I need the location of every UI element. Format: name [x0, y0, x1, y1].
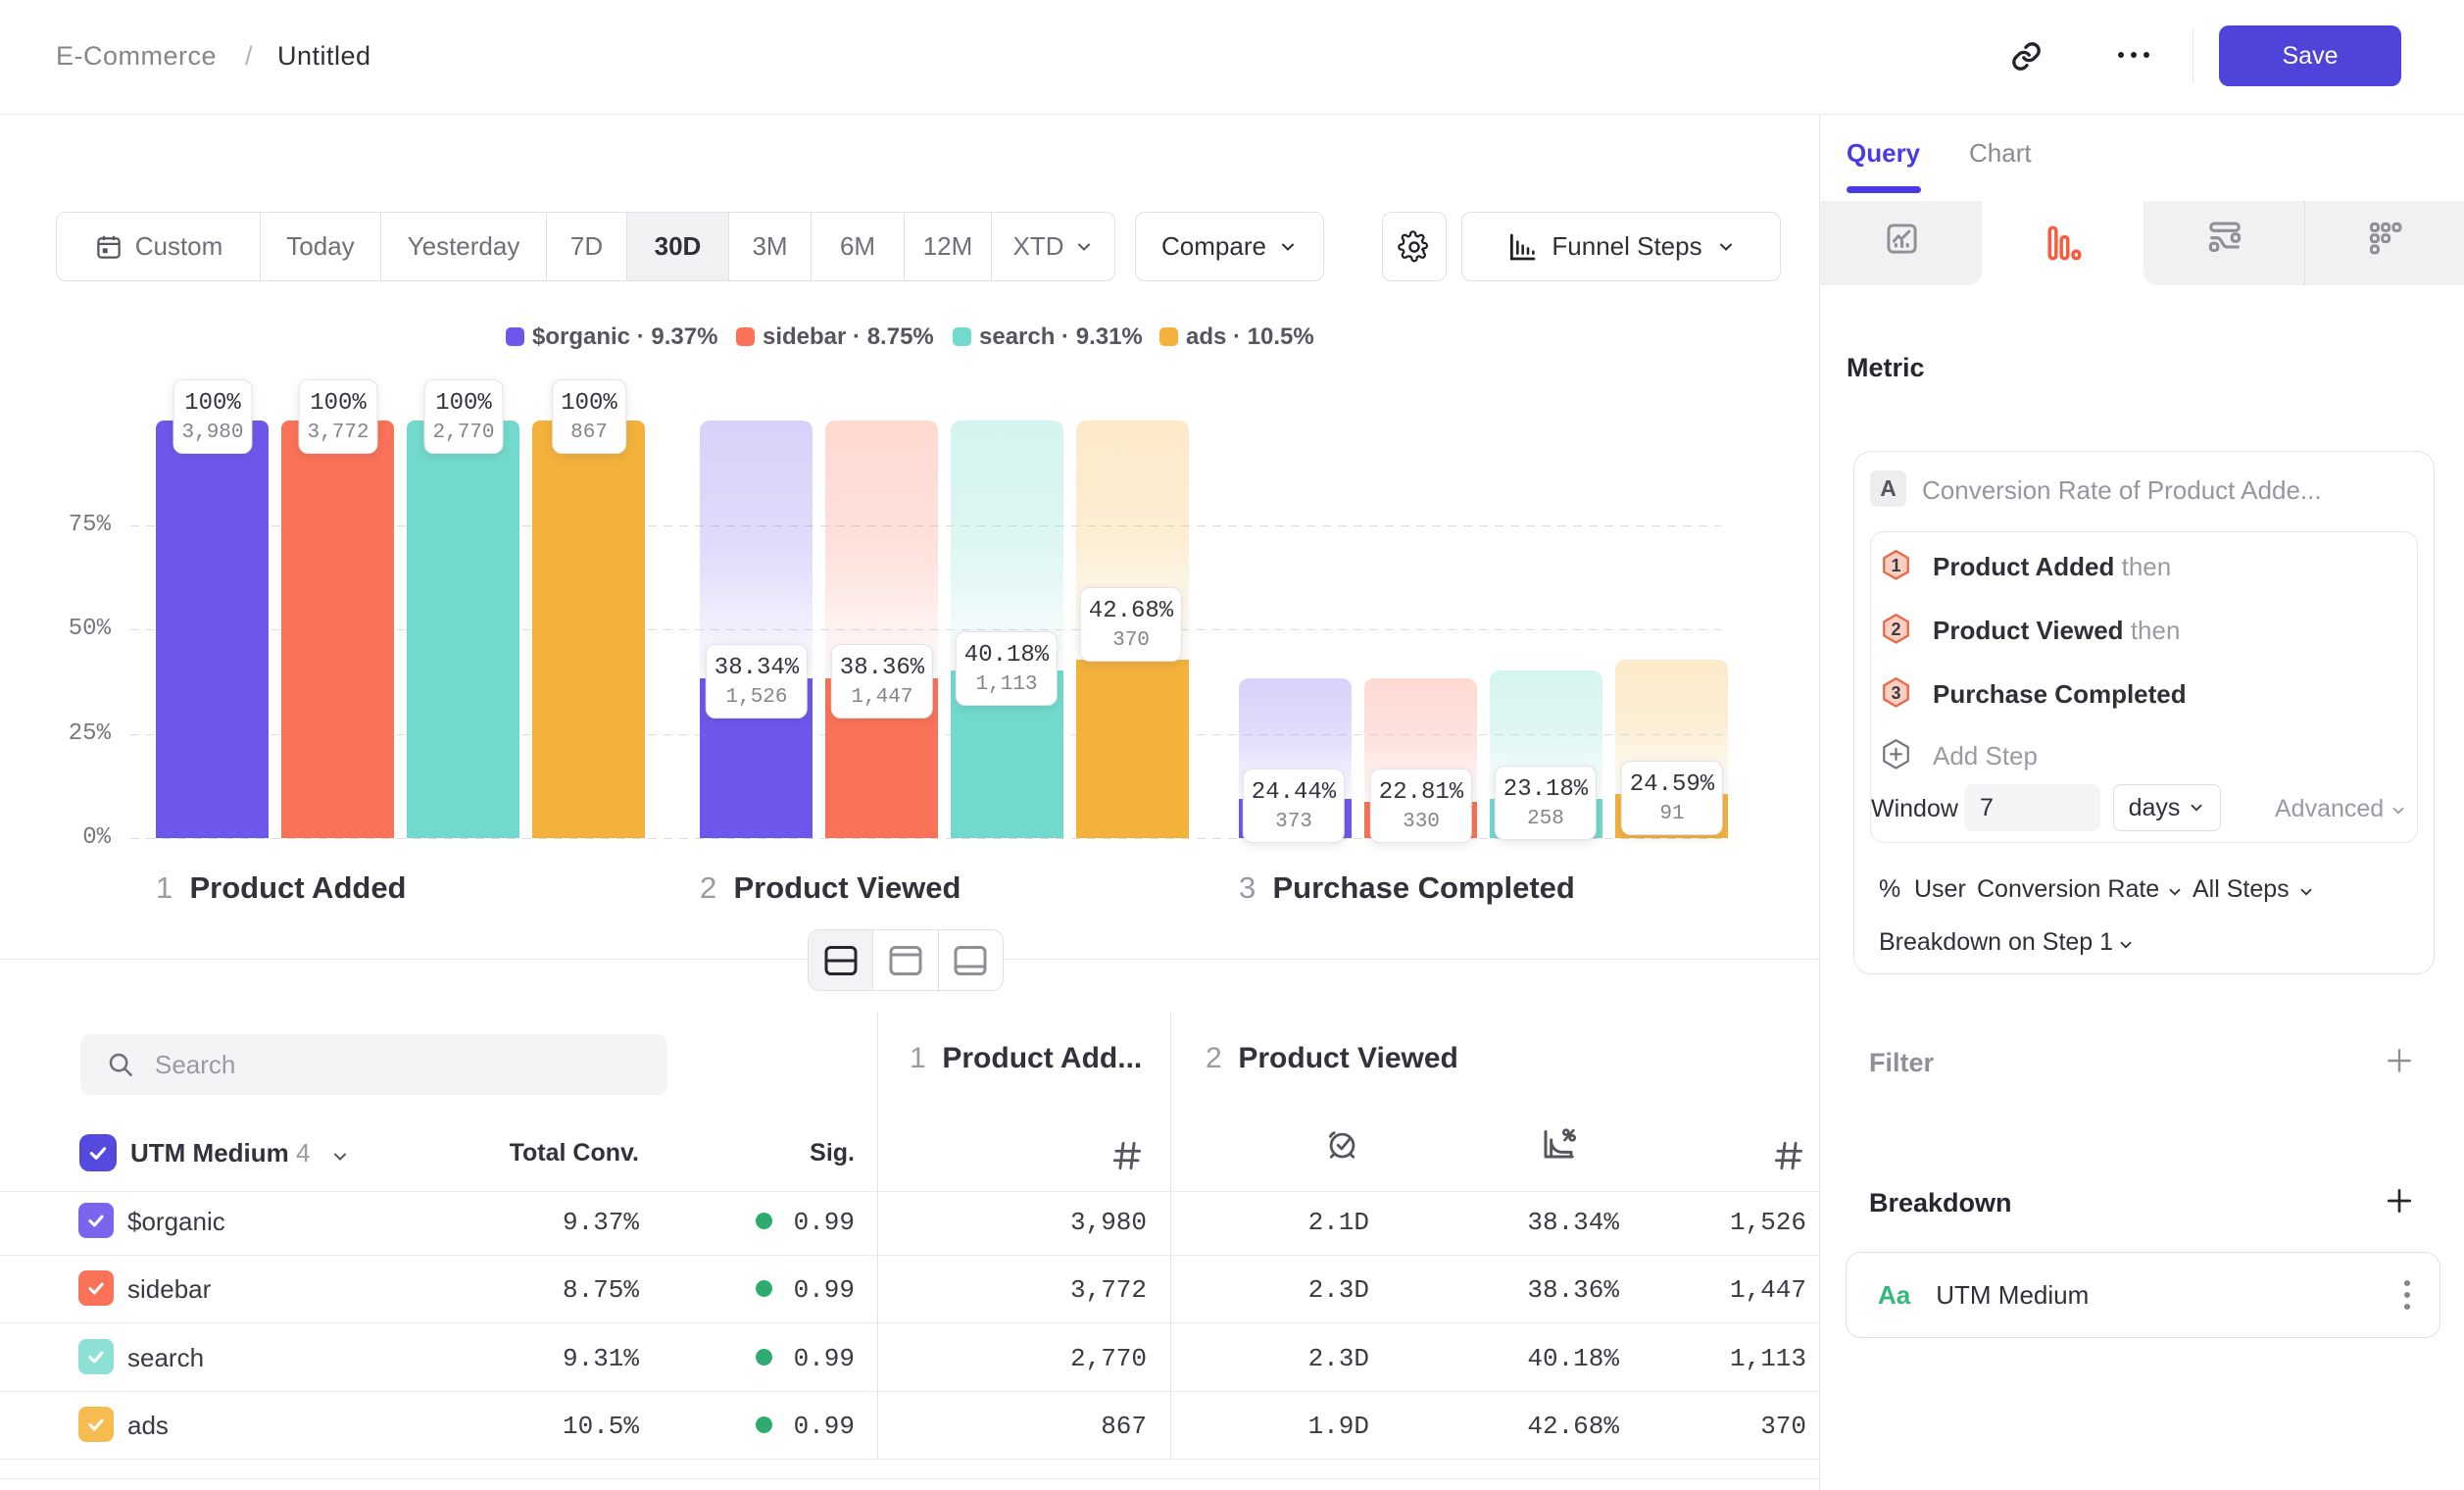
svg-text:2: 2 [1891, 620, 1900, 639]
svg-text:3: 3 [1891, 683, 1900, 703]
svg-text:1: 1 [1891, 556, 1900, 575]
